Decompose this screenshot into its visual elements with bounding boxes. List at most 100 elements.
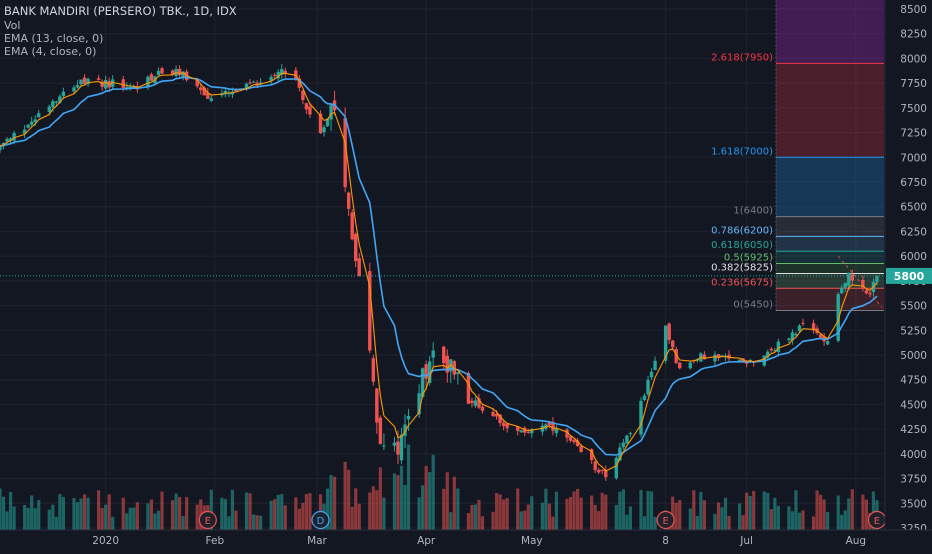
volume-bar <box>614 504 618 530</box>
volume-bar <box>259 515 263 530</box>
price-tick-label: 4500 <box>900 399 927 411</box>
volume-bar <box>227 516 231 530</box>
candle-body <box>843 282 847 288</box>
volume-bar <box>8 492 13 530</box>
volume-bar <box>579 497 583 530</box>
candle-body <box>456 372 460 375</box>
fibonacci-retracement: 0(5450) 0.236(5675) 0.382(5825)0.5(5925) 0.… <box>711 0 884 312</box>
volume-bar <box>23 505 27 530</box>
volume-bar <box>174 493 178 530</box>
candle-body <box>688 362 692 369</box>
fib-level-label: 0.618(6050) <box>711 240 773 251</box>
candle-body <box>75 84 80 88</box>
candle-body <box>146 76 150 88</box>
candle-body <box>160 68 164 74</box>
volume-legend[interactable]: Vol <box>4 19 21 32</box>
volume-bar <box>445 472 449 530</box>
candle-body <box>283 70 287 74</box>
volume-bar <box>399 465 404 530</box>
volume-bar <box>794 490 798 530</box>
candle-body <box>251 81 256 83</box>
candle-body <box>600 469 604 471</box>
candle-body <box>202 87 206 96</box>
volume-bar <box>678 500 682 530</box>
candle-body <box>818 334 823 338</box>
volume-bar <box>255 515 259 530</box>
price-axis-bg <box>885 0 932 530</box>
volume-bars <box>0 444 879 530</box>
candle-body <box>505 423 509 429</box>
volume-bar <box>368 492 372 530</box>
price-tick-label: 5000 <box>900 350 927 362</box>
candle-body <box>442 346 446 364</box>
candle-body <box>424 364 428 379</box>
candle-body <box>766 351 770 358</box>
candle-body <box>33 119 37 123</box>
volume-bar <box>642 516 647 530</box>
fib-zone <box>776 63 884 158</box>
volume-bar <box>125 513 129 530</box>
volume-bar <box>738 503 742 530</box>
ema4-legend[interactable]: EMA (4, close, 0) <box>4 45 97 58</box>
volume-bar <box>840 514 844 530</box>
volume-bar <box>248 493 252 530</box>
volume-bar <box>505 497 509 530</box>
fib-zone <box>776 0 884 64</box>
volume-bar <box>600 492 604 530</box>
candle-body <box>297 78 302 88</box>
volume-bar <box>347 469 351 530</box>
candle-body <box>477 398 481 408</box>
last-price-badge <box>886 267 932 284</box>
price-tick-label: 3500 <box>900 498 927 510</box>
ema13-line <box>0 76 878 456</box>
volume-bar <box>149 499 154 530</box>
candle-body <box>382 445 386 447</box>
volume-bar <box>301 502 305 530</box>
volume-bar <box>396 475 400 530</box>
volume-bar <box>121 497 125 530</box>
candle-body <box>132 86 136 88</box>
volume-bar <box>540 502 544 530</box>
fib-level-label: 0.236(5675) <box>711 277 773 288</box>
candle-body <box>427 361 432 383</box>
time-tick-label: Jul <box>739 535 753 547</box>
candle-body <box>811 323 816 331</box>
candle-body <box>392 442 397 446</box>
candle-body <box>621 442 626 448</box>
candle-body <box>773 350 777 352</box>
volume-bar <box>674 502 678 530</box>
candle-body <box>170 70 175 75</box>
symbol-title[interactable]: BANK MANDIRI (PERSERO) TBK., 1D, IDX <box>4 4 237 18</box>
volume-bar <box>357 503 361 530</box>
volume-bar <box>392 473 397 530</box>
volume-bar <box>280 494 284 530</box>
volume-bar <box>156 510 161 530</box>
fib-zone <box>776 273 884 289</box>
candle-body <box>614 457 619 479</box>
ema13-legend[interactable]: EMA (13, close, 0) <box>4 32 104 45</box>
price-tick-label: 6000 <box>900 251 927 263</box>
time-axis-bg <box>0 530 932 550</box>
event-marker-label: D <box>317 516 325 527</box>
volume-bar <box>653 516 657 530</box>
candle-body <box>646 379 650 395</box>
volume-bar <box>209 489 213 530</box>
candle-body <box>86 78 90 85</box>
time-tick-label: Feb <box>206 535 225 547</box>
candle-body <box>399 434 404 461</box>
volume-bar <box>269 500 273 530</box>
volume-bar <box>871 491 876 530</box>
candle-body <box>716 354 721 359</box>
candle-body <box>547 422 552 425</box>
volume-bar <box>864 499 868 530</box>
volume-bar <box>51 504 55 530</box>
volume-bar <box>572 491 576 530</box>
volume-bar <box>491 511 495 530</box>
candle-body <box>864 290 869 294</box>
volume-bar <box>741 515 745 530</box>
volume-bar <box>671 496 675 530</box>
fib-zone <box>776 263 884 274</box>
